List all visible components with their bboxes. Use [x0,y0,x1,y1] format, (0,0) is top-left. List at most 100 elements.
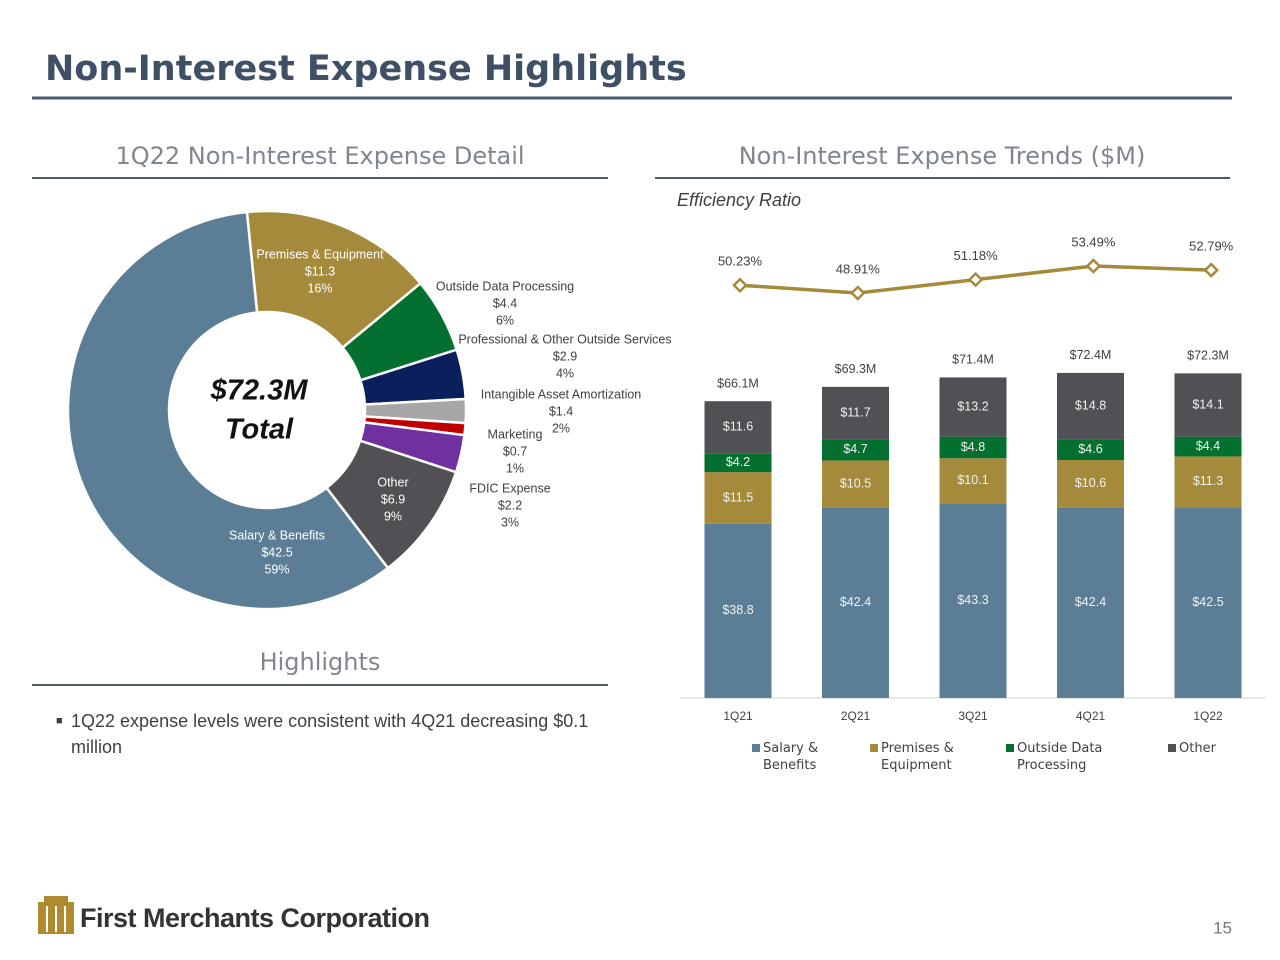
slice-share: 59% [264,562,289,576]
segment-label: $11.6 [723,420,753,434]
total-label: $69.3M [835,362,877,376]
legend-label: Premises & Equipment [881,741,954,773]
total-label: $72.3M [1187,349,1229,363]
segment-label: $10.1 [957,473,988,487]
legend-item: Salary & Benefits [752,740,833,774]
legend-label: Salary & Benefits [763,741,819,773]
legend-swatch [1168,744,1176,752]
ratio-marker [967,271,984,288]
bar-segment [939,503,1007,698]
bar-segment [704,453,772,473]
bar-segment [1057,507,1124,698]
segment-label: $11.5 [723,490,753,504]
slice-value: $0.7 [503,444,527,458]
ratio-marker [1203,262,1219,278]
donut-center: Total [225,414,294,446]
segment-label: $11.3 [1193,474,1223,488]
slice-label: FDIC Expense [469,481,550,495]
legend-label: Other [1179,741,1216,756]
bar-segment [822,460,889,508]
total-label: $72.4M [1070,348,1112,362]
bar-segment [822,386,889,440]
segment-label: $4.4 [1196,439,1220,453]
logo-text: First Merchants Corporation [80,903,430,933]
slice-label: Salary & Benefits [229,528,325,542]
slice-value: $11.3 [305,264,335,278]
slice-value: $1.4 [549,404,573,418]
segment-label: $10.6 [1075,476,1106,490]
slice-share: 6% [496,313,514,327]
bar-segment [1057,460,1124,508]
ratio-marker [732,277,748,293]
segment-label: $14.1 [1192,397,1223,411]
ratio-label: 52.79% [1189,239,1234,254]
segment-label: $10.5 [840,476,871,490]
legend-label: Outside Data Processing [1017,741,1103,773]
slice-value: $2.2 [498,498,522,512]
segment-label: $4.6 [1078,442,1102,456]
slice-share: 3% [501,515,519,529]
slice-value: $2.9 [553,349,577,363]
bar-segment [704,472,772,524]
segment-label: $14.8 [1075,398,1106,412]
bar-segment [822,439,889,461]
section-title: Non-Interest Expense Trends ($M) [739,142,1146,170]
bar-segment [704,523,772,698]
slide-title: Non-Interest Expense Highlights [45,49,687,89]
legend-item: Outside Data Processing [1006,740,1127,774]
bar-segment [1057,439,1124,461]
ratio-label: 53.49% [1071,234,1116,249]
donut-slice [245,209,423,350]
bar-segment [704,401,772,454]
x-tick-label: 1Q22 [1193,709,1223,723]
slice-value: $4.4 [493,296,517,310]
bar-segment [822,507,889,698]
slice-value: $6.9 [381,492,405,506]
segment-label: $4.8 [961,440,985,454]
ratio-label: 50.23% [718,254,763,269]
bar-segment [939,458,1007,504]
legend-swatch [870,744,878,752]
bullet-text: 1Q22 expense levels were consistent with… [71,711,589,757]
donut-center: $72.3M [210,375,309,407]
section-title: Highlights [260,648,381,676]
segment-label: $13.2 [957,399,988,413]
segment-label: $42.4 [1075,595,1106,609]
segment-label: $42.5 [1192,595,1223,609]
segment-label: $4.2 [726,455,750,469]
slice-share: 2% [552,421,570,435]
x-tick-label: 3Q21 [958,709,988,723]
x-tick-label: 4Q21 [1076,709,1106,723]
total-label: $66.1M [717,377,759,391]
bar-segment [939,436,1007,459]
ratio-marker [1085,258,1102,274]
ratio-label: 51.18% [954,248,999,263]
bar-segment [939,377,1007,437]
logo-icon [38,896,74,934]
total-label: $71.4M [952,353,994,367]
slice-value: $42.5 [261,545,292,559]
legend-item: Other [1168,740,1239,757]
segment-label: $38.8 [722,603,753,617]
segment-label: $42.4 [840,595,871,609]
legend-swatch [1006,744,1014,752]
segment-label: $43.3 [957,593,988,607]
slice-label: Premises & Equipment [256,247,384,261]
legend-item: Premises & Equipment [870,740,971,774]
bullet-list: ■ 1Q22 expense levels were consistent wit… [56,708,601,760]
slice-share: 1% [506,461,524,475]
bar-segment [1174,436,1242,457]
slice-label: Marketing [488,427,543,441]
slice-label: Intangible Asset Amortization [481,387,642,401]
page-number: 15 [1213,918,1232,937]
segment-label: $4.7 [843,442,867,456]
ratio-label: 48.91% [836,261,881,276]
slice-share: 4% [556,366,574,380]
donut-slice [66,210,390,611]
section-title: 1Q22 Non-Interest Expense Detail [115,142,524,170]
x-tick-label: 1Q21 [723,709,753,723]
bullet: ■ 1Q22 expense levels were consistent wit… [56,711,589,757]
bar-segment [1057,372,1124,440]
